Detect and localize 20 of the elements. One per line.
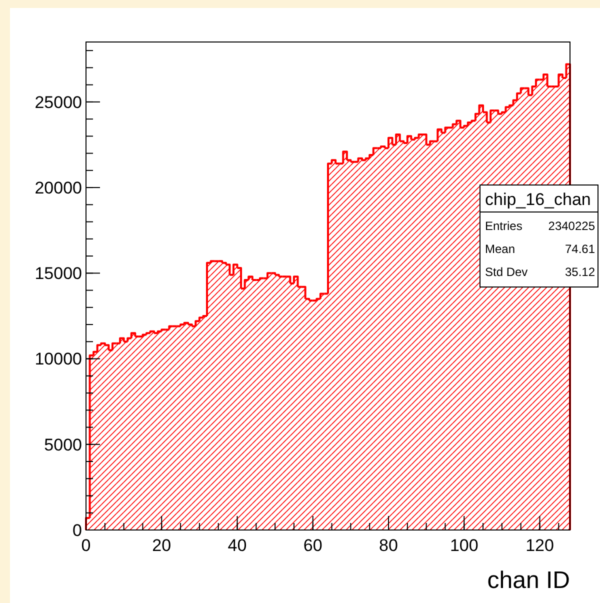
y-tick-label: 15000	[34, 264, 82, 284]
y-tick-label: 0	[72, 520, 82, 540]
x-tick-label: 100	[450, 536, 478, 555]
x-axis-title: chan ID	[487, 567, 570, 594]
annotation: Mean	[485, 242, 516, 256]
annotation: Entries	[485, 219, 522, 233]
annotation: 35.12	[564, 265, 596, 279]
annotation: Std Dev	[485, 265, 528, 279]
y-tick-label: 25000	[34, 92, 82, 112]
y-tick-label: 5000	[44, 435, 82, 454]
x-tick-label: 20	[152, 536, 172, 555]
x-tick-label: 80	[379, 536, 398, 555]
annotation: 74.61	[564, 242, 596, 256]
y-tick-label: 20000	[34, 178, 82, 198]
x-tick-label: 60	[303, 536, 322, 555]
x-tick-label: 40	[228, 536, 247, 555]
text: chip_16_chan	[485, 190, 591, 209]
y-tick-label: 10000	[34, 350, 82, 369]
x-tick-label: 120	[526, 536, 554, 555]
annotation: 2340225	[548, 219, 596, 233]
